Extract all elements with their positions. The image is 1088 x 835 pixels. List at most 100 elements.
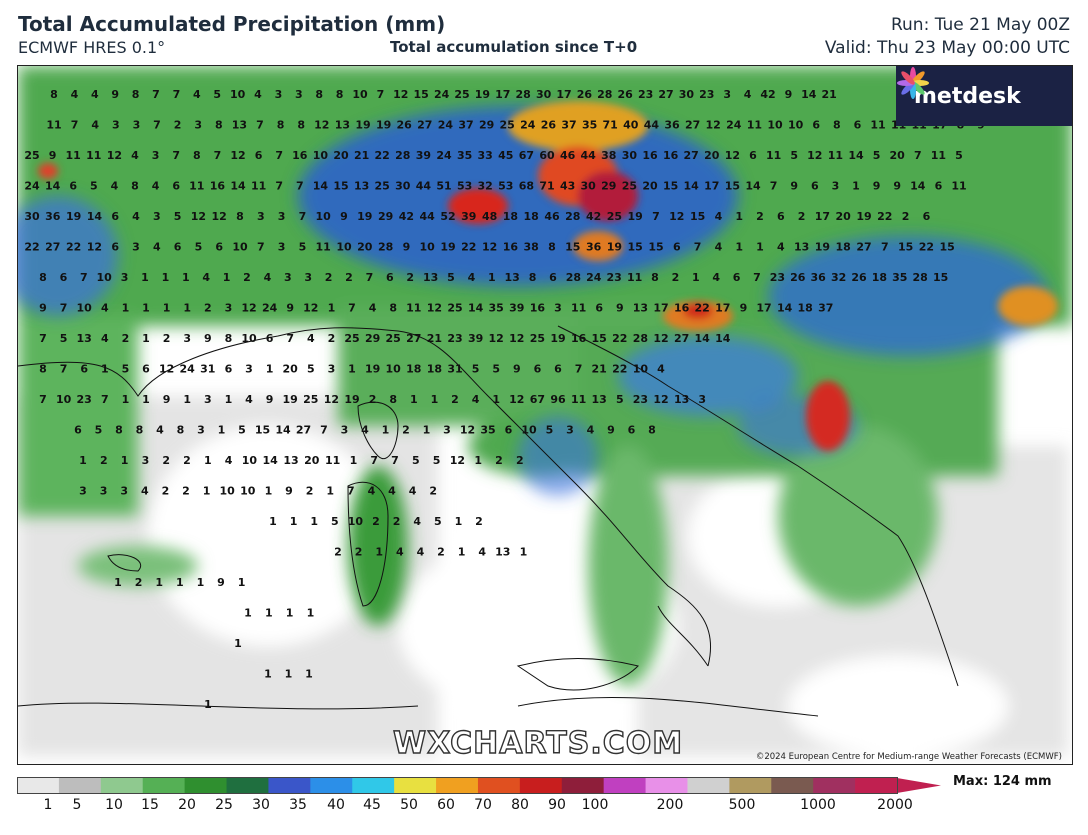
precip-value-label: 40	[623, 119, 639, 132]
precip-value-label: 3	[257, 210, 265, 223]
valid-label: Valid: Thu 23 May 00:00 UTC	[824, 38, 1070, 58]
precip-value-label: 1	[423, 424, 431, 437]
color-scale-tick: 45	[363, 797, 381, 813]
precip-value-label: 26	[618, 88, 634, 101]
precip-value-label: 3	[183, 332, 191, 345]
precip-value-label: 1	[142, 393, 150, 406]
precip-value-label: 39	[416, 149, 431, 162]
precipitation-map[interactable]: 8 4 4 9 8 7 7 4 5 10 4 3 3 8 8 10 7 12 15 24 25 19 17 28 30 17 26 2…	[17, 65, 1073, 765]
color-scale-tick: 1000	[800, 797, 836, 813]
precip-value-label: 20	[890, 149, 906, 162]
precip-value-label: 30	[395, 180, 411, 193]
precip-value-label: 10	[56, 393, 72, 406]
precip-value-label: 24	[436, 149, 452, 162]
precip-value-label: 25	[344, 332, 359, 345]
precip-value-label: 25	[607, 210, 622, 223]
precip-value-label: 3	[295, 88, 303, 101]
precip-value-label: 5	[616, 393, 624, 406]
precip-value-label: 1	[735, 241, 743, 254]
precip-value-label: 96	[550, 393, 566, 406]
precip-value-label: 3	[554, 302, 562, 315]
precip-value-label: 8	[115, 424, 123, 437]
precip-value-label: 2	[372, 515, 380, 528]
precip-value-label: 22	[919, 241, 934, 254]
run-label: Run: Tue 21 May 00Z	[890, 15, 1070, 35]
precip-value-label: 25	[386, 332, 401, 345]
precip-value-label: 28	[516, 88, 531, 101]
precip-value-label: 7	[652, 210, 660, 223]
precip-value-label: 30	[24, 210, 40, 223]
precip-value-label: 2	[163, 332, 171, 345]
precip-value-label: 8	[39, 271, 47, 284]
precip-value-label: 25	[24, 149, 39, 162]
precip-value-label: 7	[101, 393, 109, 406]
precip-value-label: 5	[213, 88, 221, 101]
precip-value-label: 5	[955, 149, 963, 162]
precip-value-label: 10	[348, 515, 364, 528]
precip-value-label: 26	[790, 271, 806, 284]
precip-value-label: 3	[341, 424, 349, 437]
precip-value-label: 23	[447, 332, 462, 345]
precip-value-label: 23	[633, 393, 648, 406]
precip-value-label: 19	[856, 210, 871, 223]
precip-value-label: 44	[420, 210, 436, 223]
precip-value-label: 12	[509, 393, 524, 406]
precip-value-label: 18	[524, 210, 539, 223]
precip-value-label: 3	[152, 149, 160, 162]
precip-value-label: 1	[326, 485, 334, 498]
precip-value-label: 8	[39, 363, 47, 376]
precip-value-label: 2	[672, 271, 680, 284]
precip-value-label: 25	[447, 302, 462, 315]
precip-value-label: 37	[458, 119, 473, 132]
precip-value-label: 19	[283, 393, 298, 406]
precip-value-label: 5	[433, 454, 441, 467]
precip-value-label: 2	[516, 454, 524, 467]
precip-value-label: 3	[832, 180, 840, 193]
precip-value-label: 28	[395, 149, 410, 162]
precip-value-label: 44	[644, 119, 660, 132]
precip-value-label: 10	[220, 485, 236, 498]
precip-value-label: 1	[431, 393, 439, 406]
precip-value-label: 9	[340, 210, 348, 223]
precip-value-label: 6	[628, 424, 636, 437]
precip-value-label: 2	[451, 393, 459, 406]
logo-text: metdesk	[914, 83, 1021, 109]
color-scale-swatch	[603, 778, 647, 793]
color-scale-tick: 100	[581, 797, 609, 813]
precip-value-label: 4	[91, 119, 99, 132]
precip-value-label: 4	[131, 149, 139, 162]
precip-value-label: 2	[182, 485, 190, 498]
precip-value-label: 6	[142, 363, 150, 376]
color-scale-tick: 35	[289, 797, 307, 813]
precip-value-label: 12	[212, 210, 227, 223]
precip-value-label: 1	[176, 576, 184, 589]
precip-value-label: 7	[39, 332, 47, 345]
precip-value-label: 16	[210, 180, 226, 193]
precip-value-label: 25	[530, 332, 545, 345]
precip-value-label: 1	[265, 485, 273, 498]
precip-value-label: 14	[777, 302, 793, 315]
precip-value-label: 12	[427, 302, 442, 315]
precip-value-label: 20	[836, 210, 852, 223]
color-scale-swatch	[268, 778, 311, 793]
precip-value-label: 1	[492, 393, 500, 406]
precip-value-label: 12	[653, 332, 668, 345]
precip-value-label: 20	[704, 149, 720, 162]
color-scale-tick: 90	[548, 797, 566, 813]
precip-value-label: 1	[348, 363, 356, 376]
precip-value-label: 1	[142, 302, 150, 315]
precip-value-label: 4	[153, 241, 161, 254]
precip-value-label: 8	[131, 180, 139, 193]
precip-value-label: 1	[142, 332, 150, 345]
precip-value-label: 7	[348, 302, 356, 315]
precip-value-label: 6	[225, 363, 233, 376]
color-scale-tick: 10	[105, 797, 123, 813]
precip-value-label: 8	[315, 88, 323, 101]
precip-value-label: 8	[833, 119, 841, 132]
precip-value-label: 8	[132, 88, 140, 101]
precip-value-label: 14	[745, 180, 761, 193]
precip-value-label: 20	[304, 454, 320, 467]
precip-value-label: 16	[674, 302, 690, 315]
precip-value-label: 18	[872, 271, 887, 284]
precip-value-label: 53	[498, 180, 513, 193]
